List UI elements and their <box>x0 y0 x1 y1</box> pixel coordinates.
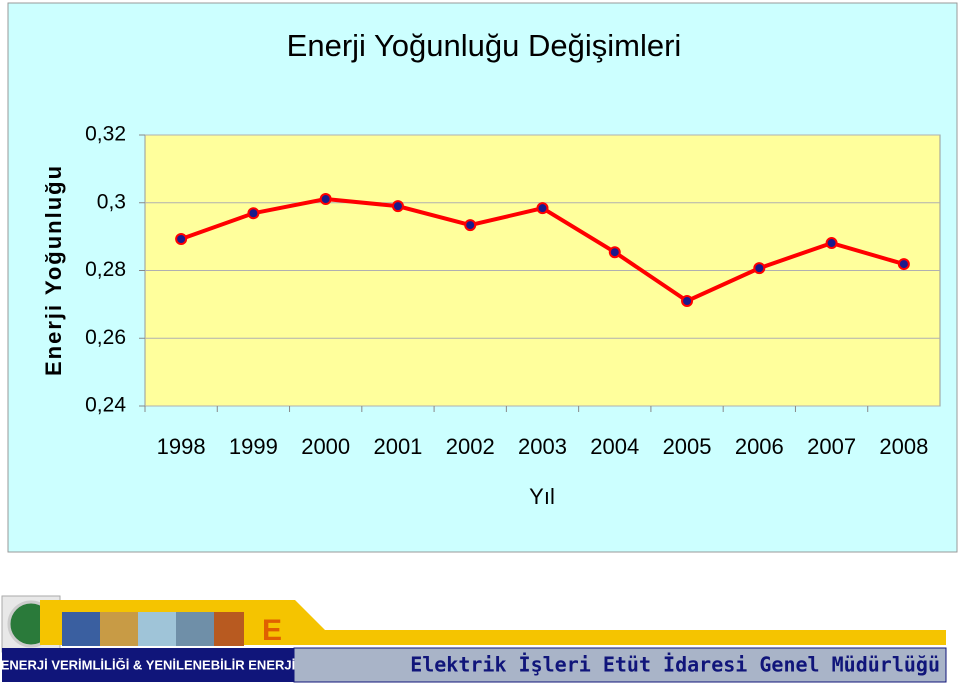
data-point <box>825 237 838 250</box>
y-tick-label: 0,32 <box>85 123 126 146</box>
footer-band <box>40 600 946 645</box>
data-point <box>681 294 694 307</box>
x-tick-label: 2003 <box>518 434 567 459</box>
footer-right <box>293 647 947 683</box>
footer-right-text: Elektrik İşleri Etüt İdaresi Genel Müdür… <box>410 653 940 677</box>
data-point <box>464 219 477 232</box>
y-axis-label: Enerji Yoğunluğu <box>41 164 66 376</box>
photo <box>138 612 176 646</box>
chart-title: Enerji Yoğunluğu Değişimleri <box>287 28 682 63</box>
logo-mark: E <box>262 614 282 647</box>
plot: 0,24 0,26 0,28 0,3 0,32 1998 1999 2000 2001 2002 2… <box>85 123 940 459</box>
x-tick-label: 2001 <box>373 434 422 459</box>
x-tick-label: 2007 <box>807 434 856 459</box>
data-point <box>753 262 766 275</box>
x-tick-label: 2002 <box>446 434 495 459</box>
data-point <box>319 193 332 206</box>
x-tick-label: 1998 <box>157 434 206 459</box>
x-tick-label: 2008 <box>879 434 928 459</box>
x-tick-label: 2006 <box>735 434 784 459</box>
data-point <box>247 207 260 220</box>
data-point <box>175 232 188 245</box>
y-tick-label: 0,24 <box>85 394 126 417</box>
data-point <box>608 246 621 259</box>
y-tick-label: 0,28 <box>85 258 126 281</box>
x-tick-label: 2000 <box>301 434 350 459</box>
x-axis-label: Yıl <box>529 484 555 509</box>
y-tick-label: 0,26 <box>85 326 126 349</box>
x-tick-label: 2005 <box>663 434 712 459</box>
photo <box>62 612 100 646</box>
footer-left <box>2 648 294 682</box>
data-point <box>391 200 404 213</box>
photo <box>176 612 214 646</box>
footer-left-text: ENERJİ VERİMLİLİĞİ & YENİLENEBİLİR ENERJ… <box>1 657 295 672</box>
x-tick-label: 1999 <box>229 434 278 459</box>
data-point <box>897 258 910 271</box>
photo <box>100 612 138 646</box>
photo <box>214 612 244 646</box>
data-point <box>536 202 549 215</box>
y-tick-label: 0,3 <box>97 190 126 213</box>
x-tick-label: 2004 <box>590 434 639 459</box>
